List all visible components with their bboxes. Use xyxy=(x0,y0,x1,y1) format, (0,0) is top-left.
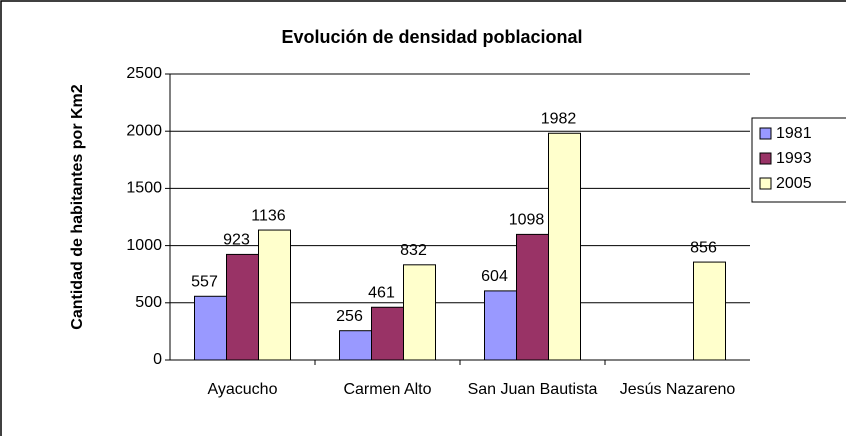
bar xyxy=(339,330,372,361)
data-label: 256 xyxy=(336,308,363,325)
y-tick-label: 1000 xyxy=(126,237,162,254)
data-label: 923 xyxy=(223,232,250,249)
bar xyxy=(194,295,227,361)
data-label: 1982 xyxy=(541,110,577,127)
y-axis-label: Cantidad de habitantes por Km2 xyxy=(69,84,86,330)
x-tick-label: San Juan Bautista xyxy=(467,381,598,398)
legend-label: 2005 xyxy=(776,175,812,192)
y-tick-label: 500 xyxy=(135,294,162,311)
legend-swatch xyxy=(759,177,772,190)
data-label: 1136 xyxy=(251,207,286,224)
bar xyxy=(371,306,404,361)
bar xyxy=(484,290,517,361)
legend-label: 1981 xyxy=(776,125,812,142)
legend-swatch xyxy=(759,152,772,165)
y-tick-label: 0 xyxy=(153,351,162,368)
legend-swatch xyxy=(759,127,772,140)
data-label: 604 xyxy=(481,268,508,285)
x-tick-label: Carmen Alto xyxy=(343,381,432,398)
data-label: 461 xyxy=(368,284,395,301)
bar xyxy=(548,132,581,361)
legend-label: 1993 xyxy=(776,150,812,167)
x-tick-label: Jesús Nazareno xyxy=(619,381,736,398)
data-label: 557 xyxy=(191,273,218,290)
y-tick-label: 1500 xyxy=(126,180,162,197)
data-label: 1098 xyxy=(509,212,545,229)
chart-title: Evolución de densidad poblacional xyxy=(281,27,582,47)
bar xyxy=(516,233,549,361)
data-label: 832 xyxy=(400,242,427,259)
y-tick-label: 2500 xyxy=(126,65,162,82)
y-tick-label: 2000 xyxy=(126,122,162,139)
bar xyxy=(258,229,291,361)
x-tick-label: Ayacucho xyxy=(207,381,278,398)
bar xyxy=(693,261,726,361)
data-label: 856 xyxy=(690,239,717,256)
bar xyxy=(403,264,436,361)
bar xyxy=(226,253,259,361)
